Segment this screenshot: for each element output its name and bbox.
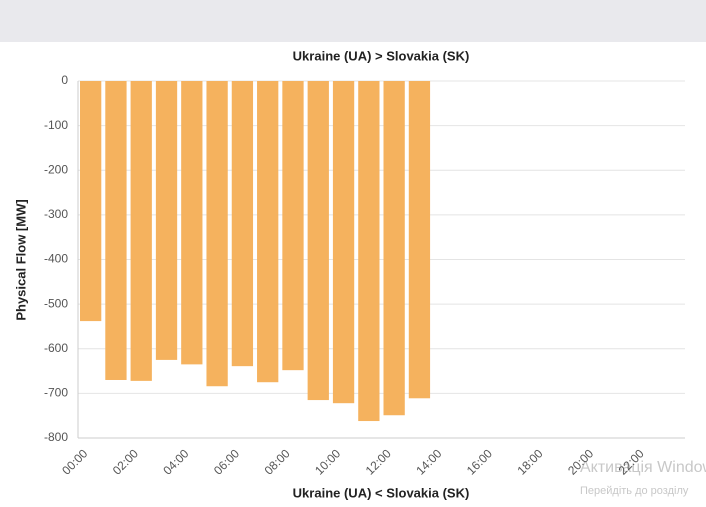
y-tick-label: -800	[44, 430, 68, 444]
bar	[358, 81, 380, 422]
x-tick-label: 16:00	[464, 446, 495, 477]
x-tick-label: 04:00	[160, 446, 191, 477]
x-tick-label: 18:00	[514, 446, 545, 477]
top-bar	[0, 0, 706, 42]
bar	[181, 81, 203, 365]
watermark: Перейдіть до розділу	[580, 485, 689, 497]
bar	[206, 81, 228, 387]
y-tick-label: -400	[44, 252, 68, 266]
x-tick-label: 02:00	[110, 446, 141, 477]
x-axis-title: Ukraine (UA) < Slovakia (SK)	[293, 485, 470, 500]
y-tick-label: -500	[44, 296, 68, 310]
y-tick-label: -300	[44, 207, 68, 221]
y-tick-label: -700	[44, 386, 68, 400]
bar	[307, 81, 329, 401]
bar	[130, 81, 152, 381]
bar	[231, 81, 254, 367]
bar	[155, 81, 178, 360]
bar	[332, 81, 355, 404]
chart-title: Ukraine (UA) > Slovakia (SK)	[293, 48, 470, 63]
bar	[80, 81, 102, 322]
x-tick-label: 00:00	[59, 446, 90, 477]
bar	[383, 81, 405, 416]
x-tick-label: 08:00	[262, 446, 293, 477]
y-tick-label: -600	[44, 341, 68, 355]
x-tick-label: 14:00	[413, 446, 444, 477]
y-tick-label: -200	[44, 162, 68, 176]
y-axis-title: Physical Flow [MW]	[13, 199, 28, 320]
x-tick-label: 06:00	[211, 446, 242, 477]
bar	[282, 81, 304, 371]
bar	[257, 81, 279, 383]
bar	[408, 81, 431, 399]
x-tick-label: 12:00	[363, 446, 394, 477]
watermark: Активація Windows	[580, 459, 706, 476]
y-tick-label: 0	[61, 73, 68, 87]
bar	[105, 81, 127, 380]
x-tick-label: 10:00	[312, 446, 343, 477]
y-tick-label: -100	[44, 118, 68, 132]
